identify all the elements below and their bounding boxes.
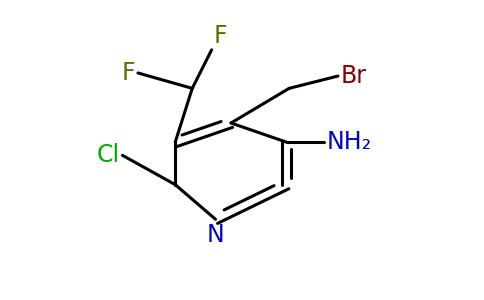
Text: F: F xyxy=(121,61,135,85)
Text: F: F xyxy=(214,24,228,48)
Text: N: N xyxy=(207,223,225,247)
Text: Br: Br xyxy=(341,64,367,88)
Text: Cl: Cl xyxy=(96,143,120,167)
Text: NH₂: NH₂ xyxy=(327,130,372,154)
